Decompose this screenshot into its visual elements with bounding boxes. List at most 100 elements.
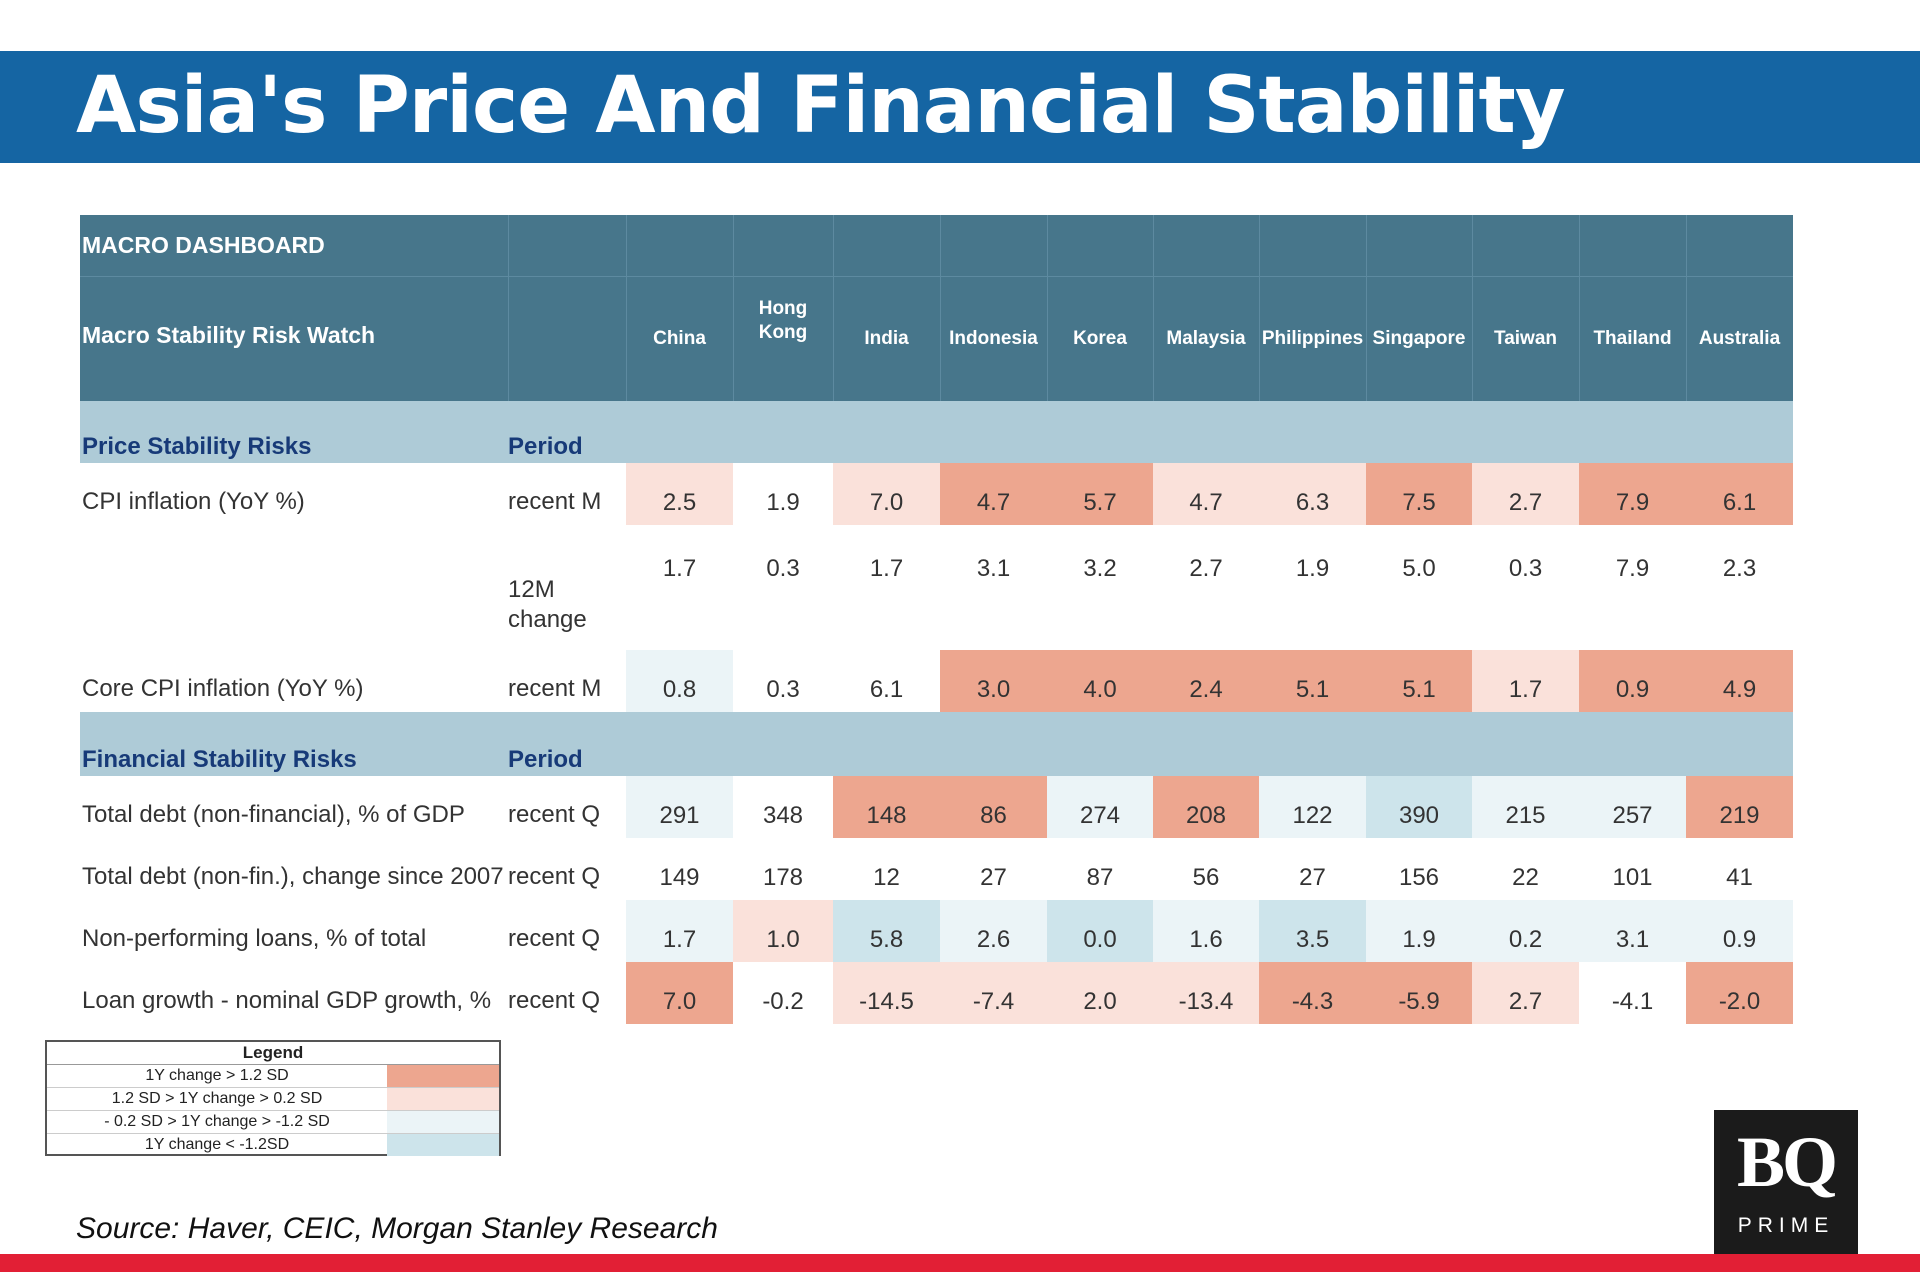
legend-swatch: [387, 1134, 499, 1156]
row-period: 12M change: [508, 576, 587, 633]
data-cell: 2.7: [1472, 962, 1579, 1024]
data-cell: 7.0: [833, 463, 940, 525]
legend: Legend 1Y change > 1.2 SD 1.2 SD > 1Y ch…: [45, 1040, 501, 1156]
header-divider: [80, 276, 1793, 277]
legend-item-label: 1Y change > 1.2 SD: [145, 1067, 289, 1084]
section-title: Price Stability Risks: [82, 433, 312, 460]
row-period: recent Q: [508, 925, 601, 952]
data-cell: 0.2: [1472, 900, 1579, 962]
data-cell: -13.4: [1153, 962, 1259, 1024]
row-label: Core CPI inflation (YoY %): [82, 675, 364, 702]
data-cell: 2.6: [940, 900, 1047, 962]
data-cell: 7.0: [626, 962, 733, 1024]
data-cell: 178: [762, 864, 804, 891]
header-band: [80, 215, 1793, 401]
header-separator: [1579, 215, 1580, 401]
country-header: Taiwan: [1494, 328, 1557, 349]
header-separator: [1366, 215, 1367, 401]
data-cell: 1.7: [1472, 650, 1579, 712]
data-cell: 4.9: [1686, 650, 1793, 712]
country-header: Malaysia: [1166, 328, 1246, 349]
row-label: Loan growth - nominal GDP growth, %: [82, 987, 492, 1014]
bq-prime-logo: BQ PRIME: [1714, 1110, 1858, 1254]
data-cell: 5.1: [1366, 650, 1472, 712]
header-separator: [1047, 215, 1048, 401]
data-cell: -4.1: [1611, 988, 1654, 1015]
row-period: recent Q: [508, 801, 601, 828]
data-cell: 149: [659, 864, 700, 891]
data-cell: 86: [940, 776, 1047, 838]
data-cell: 6.3: [1259, 463, 1366, 525]
data-cell: 219: [1686, 776, 1793, 838]
legend-item: 1Y change < -1.2SD: [47, 1134, 499, 1156]
data-cell: 1.9: [1366, 900, 1472, 962]
legend-swatch: [387, 1111, 499, 1133]
data-cell: 1.0: [733, 900, 833, 962]
data-cell: 257: [1579, 776, 1686, 838]
data-cell: 5.0: [1402, 555, 1436, 582]
data-cell: 1.9: [1295, 555, 1330, 582]
row-period: recent M: [508, 488, 602, 515]
section-band: [80, 712, 1793, 776]
country-header: China: [653, 328, 706, 349]
header-separator: [1472, 215, 1473, 401]
data-cell: -7.4: [940, 962, 1047, 1024]
legend-item-label: 1.2 SD > 1Y change > 0.2 SD: [111, 1090, 323, 1107]
data-cell: 0.3: [1508, 555, 1543, 582]
data-cell: 0.9: [1579, 650, 1686, 712]
title-banner: Asia's Price And Financial Stability: [0, 51, 1920, 163]
data-cell: 3.5: [1259, 900, 1366, 962]
legend-item-label: 1Y change < -1.2SD: [144, 1136, 290, 1153]
data-cell: 5.1: [1259, 650, 1366, 712]
data-cell: 0.8: [626, 650, 733, 712]
country-header: Korea: [1073, 328, 1127, 349]
country-header: Indonesia: [949, 328, 1038, 349]
row-label: CPI inflation (YoY %): [82, 488, 305, 515]
data-cell: 7.9: [1579, 463, 1686, 525]
data-cell: -0.2: [762, 988, 804, 1015]
header-separator: [626, 215, 627, 401]
data-cell: 348: [762, 802, 804, 829]
data-cell: 2.5: [626, 463, 733, 525]
row-period: recent Q: [508, 987, 601, 1014]
dashboard-subtitle: Macro Stability Risk Watch: [82, 322, 376, 348]
data-cell: 6.1: [869, 676, 904, 703]
dashboard-title: MACRO DASHBOARD: [82, 232, 325, 258]
data-cell: 4.7: [940, 463, 1047, 525]
data-cell: 4.0: [1047, 650, 1153, 712]
page-title: Asia's Price And Financial Stability: [76, 61, 1566, 151]
data-cell: 56: [1192, 864, 1220, 891]
data-cell: 291: [626, 776, 733, 838]
data-cell: 215: [1472, 776, 1579, 838]
section-band: [80, 401, 1793, 463]
data-cell: 2.7: [1189, 555, 1223, 582]
header-separator: [940, 215, 941, 401]
row-label: Non-performing loans, % of total: [82, 925, 427, 952]
data-cell: 0.3: [766, 676, 800, 703]
row-period: recent Q: [508, 863, 601, 890]
data-cell: 0.0: [1047, 900, 1153, 962]
header-separator: [508, 215, 509, 401]
data-cell: -14.5: [833, 962, 940, 1024]
data-cell: 2.3: [1722, 555, 1757, 582]
data-cell: 2.4: [1153, 650, 1259, 712]
data-cell: 5.7: [1047, 463, 1153, 525]
data-cell: 0.3: [766, 555, 800, 582]
logo-mark: BQ: [1736, 1122, 1838, 1202]
header-separator: [733, 215, 734, 401]
header-separator: [833, 215, 834, 401]
section-period-header: Period: [508, 433, 583, 460]
data-cell: 22: [1512, 864, 1539, 891]
row-label: Total debt (non-financial), % of GDP: [82, 801, 465, 828]
legend-item: 1.2 SD > 1Y change > 0.2 SD: [47, 1088, 499, 1111]
data-cell: 390: [1366, 776, 1472, 838]
header-separator: [1153, 215, 1154, 401]
data-cell: 122: [1259, 776, 1366, 838]
data-cell: -4.3: [1259, 962, 1366, 1024]
row-period: recent M: [508, 675, 602, 702]
data-cell: 274: [1047, 776, 1153, 838]
header-separator: [1259, 215, 1260, 401]
source-note: Source: Haver, CEIC, Morgan Stanley Rese…: [76, 1212, 718, 1245]
data-cell: 87: [1086, 864, 1114, 891]
header-separator: [1686, 215, 1687, 401]
